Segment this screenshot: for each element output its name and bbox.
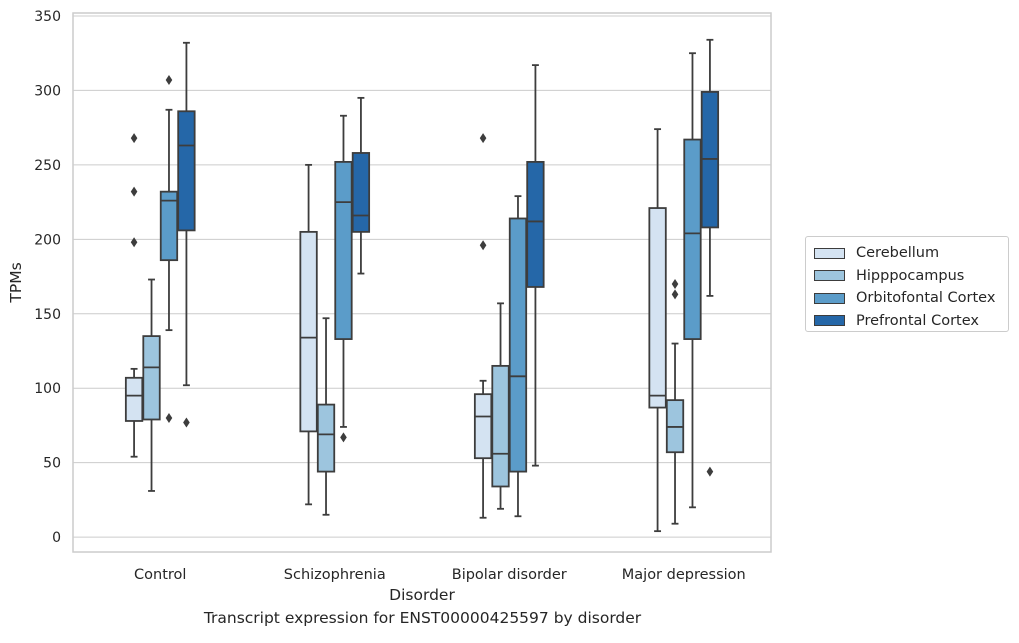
figure-caption: Transcript expression for ENST0000042559… <box>203 609 642 627</box>
box-body <box>473 393 493 460</box>
y-tick-label: 350 <box>34 9 61 25</box>
legend-item: Hipppocampus <box>814 265 1008 288</box>
box-3-0 <box>177 41 196 428</box>
legend-label: Cerebellum <box>856 245 940 262</box>
legend-swatch <box>814 292 845 304</box>
outlier-point <box>130 186 138 197</box>
box-0-2 <box>473 133 493 519</box>
box-3-3 <box>700 38 720 477</box>
box-body <box>491 364 510 488</box>
box-body <box>299 230 318 433</box>
box-1-3 <box>665 278 685 525</box>
y-tick-label: 50 <box>43 456 61 472</box>
outlier-point <box>130 133 138 144</box>
y-tick-label: 200 <box>34 232 61 248</box>
y-tick-label: 100 <box>34 381 61 397</box>
outlier-point <box>165 75 173 86</box>
x-tick-label: Major depression <box>622 567 746 583</box>
box-2-1 <box>334 114 353 443</box>
y-axis-label: TPMs <box>7 262 25 303</box>
outlier-point <box>165 412 173 423</box>
legend-swatch <box>814 315 845 327</box>
outlier-point <box>340 432 347 443</box>
outlier-point <box>479 240 487 251</box>
y-tick-label: 150 <box>34 307 61 323</box>
box-0-3 <box>648 128 667 533</box>
legend-label: Hipppocampus <box>856 267 965 284</box>
legend-item: Cerebellum <box>814 242 1008 265</box>
box-body <box>683 138 702 340</box>
x-tick-label: Schizophrenia <box>284 567 386 583</box>
legend-swatch <box>814 247 845 259</box>
y-tick-label: 0 <box>52 530 61 546</box>
box-1-0 <box>142 278 161 492</box>
box-0-1 <box>299 163 318 506</box>
x-tick-label: Control <box>134 567 186 583</box>
box-0-0 <box>124 133 144 458</box>
plot-frame <box>72 12 772 553</box>
outlier-point <box>183 417 190 428</box>
box-1-1 <box>316 317 336 516</box>
box-body <box>351 152 371 233</box>
y-tick-label: 300 <box>34 83 61 99</box>
box-body <box>508 217 528 473</box>
box-3-2 <box>526 64 545 467</box>
outlier-point <box>671 278 679 289</box>
outlier-point <box>671 289 679 300</box>
outlier-point <box>479 133 487 144</box>
legend-item: Orbitofontal Cortex <box>814 287 1008 310</box>
box-body <box>124 376 144 422</box>
box-2-0 <box>159 75 179 423</box>
box-body <box>316 403 336 473</box>
box-3-1 <box>351 96 371 275</box>
x-tick-label: Bipolar disorder <box>452 567 567 583</box>
box-body <box>159 190 179 262</box>
box-body <box>526 160 545 288</box>
box-body <box>648 207 667 409</box>
x-axis-label: Disorder <box>389 586 455 604</box>
outlier-point <box>706 466 714 477</box>
legend: Cerebellum Hipppocampus Orbitofontal Corte… <box>805 236 1009 332</box>
box-2-3 <box>683 52 702 509</box>
box-body <box>142 335 161 421</box>
box-body <box>334 160 353 340</box>
box-2-2 <box>508 195 528 518</box>
box-1-2 <box>491 302 510 510</box>
legend-item: Prefrontal Cortex <box>814 310 1008 333</box>
legend-swatch <box>814 270 845 282</box>
box-body <box>177 110 196 232</box>
y-tick-label: 250 <box>34 158 61 174</box>
legend-label: Orbitofontal Cortex <box>856 290 996 307</box>
legend-label: Prefrontal Cortex <box>856 312 979 329</box>
outlier-point <box>130 237 138 248</box>
